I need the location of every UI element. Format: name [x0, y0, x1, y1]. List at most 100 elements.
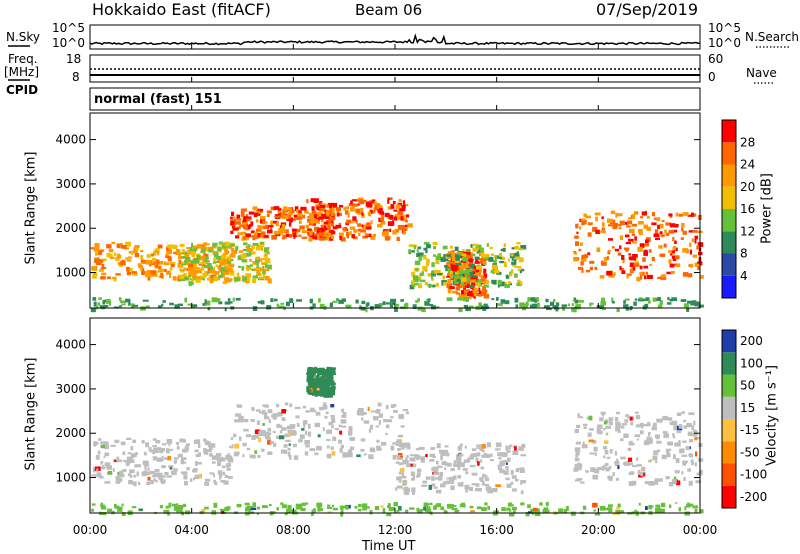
echo-cell: [221, 259, 227, 263]
echo-cell: [401, 225, 406, 228]
echo-cell: [348, 203, 354, 207]
echo-cell: [498, 252, 503, 257]
echo-cell: [447, 260, 450, 263]
echo-cell: [489, 246, 493, 250]
echo-cell: [642, 305, 647, 310]
echo-cell: [385, 302, 392, 305]
echo-cell: [314, 227, 320, 231]
echo-cell: [375, 425, 380, 428]
echo-cell: [158, 477, 162, 480]
echo-cell: [236, 504, 242, 508]
echo-cell: [242, 248, 248, 252]
noise-sky-line: [89, 33, 700, 46]
echo-cell: [277, 413, 282, 417]
echo-cell: [699, 509, 704, 514]
echo-cell: [694, 508, 698, 514]
echo-cell: [510, 481, 514, 485]
echo-cell: [503, 243, 506, 247]
echo-cell: [452, 264, 458, 269]
echo-cell: [435, 282, 439, 287]
echo-cell: [623, 300, 626, 304]
echo-cell: [499, 469, 506, 474]
echo-cell: [450, 485, 455, 491]
echo-cell: [244, 512, 250, 516]
echo-cell: [110, 256, 115, 259]
echo-cell: [641, 298, 646, 302]
echo-cell: [223, 271, 230, 275]
echo-cell: [260, 216, 266, 220]
echo-cell: [603, 464, 606, 470]
echo-cell: [399, 476, 403, 479]
echo-cell: [484, 262, 487, 265]
echo-cell: [484, 502, 488, 506]
nsky-label: N.Sky: [6, 30, 41, 44]
echo-cell: [474, 487, 480, 492]
echo-cell: [100, 260, 104, 263]
echo-cell: [436, 503, 441, 508]
echo-cell: [390, 445, 395, 451]
echo-cell: [447, 264, 451, 269]
echo-cell: [646, 226, 651, 231]
echo-cell: [457, 279, 461, 284]
echo-cell: [201, 246, 207, 250]
echo-cell: [276, 507, 279, 511]
echo-cell: [402, 227, 408, 231]
echo-cell: [386, 512, 392, 517]
echo-cell: [623, 433, 629, 438]
echo-cell: [474, 261, 480, 264]
echo-cell: [643, 243, 649, 247]
echo-cell: [476, 265, 482, 270]
echo-cell: [238, 415, 244, 421]
echo-cell: [509, 444, 513, 447]
echo-cell: [458, 461, 462, 466]
echo-cell: [404, 203, 409, 207]
echo-cell: [628, 472, 634, 475]
echo-cell: [93, 301, 97, 307]
echo-cell: [268, 419, 271, 424]
echo-cell: [507, 281, 512, 284]
echo-cell: [328, 219, 332, 223]
echo-cell: [263, 235, 269, 238]
echo-cell: [275, 222, 279, 227]
echo-cell: [263, 431, 269, 437]
echo-cell: [680, 448, 685, 454]
echo-cell: [185, 268, 191, 271]
echo-cell: [477, 268, 483, 273]
nave-tick-top: 60: [708, 52, 724, 66]
echo-cell: [608, 421, 613, 426]
echo-cell: [367, 406, 370, 411]
echo-cell: [382, 231, 387, 236]
echo-cell: [431, 467, 434, 471]
echo-cell: [194, 270, 200, 274]
echo-cell: [581, 444, 588, 449]
echo-cell: [661, 220, 665, 223]
echo-cell: [592, 502, 598, 508]
echo-cell: [219, 261, 222, 266]
echo-cell: [260, 247, 264, 251]
echo-cell: [152, 438, 157, 441]
echo-cell: [307, 390, 314, 395]
echo-cell: [181, 252, 188, 255]
echo-cell: [505, 276, 510, 279]
echo-cell: [173, 251, 178, 255]
echo-cell: [315, 411, 321, 416]
echo-cell: [682, 460, 687, 465]
echo-cell: [387, 505, 390, 508]
station-title: Hokkaido East (fitACF): [92, 0, 271, 19]
echo-cell: [589, 452, 595, 455]
echo-cell: [380, 505, 384, 508]
echo-cell: [511, 506, 517, 510]
echo-cell: [481, 480, 485, 486]
echo-cell: [424, 282, 428, 286]
echo-cell: [576, 424, 581, 428]
echo-cell: [97, 475, 103, 478]
echo-cell: [457, 275, 464, 279]
echo-cell: [411, 284, 416, 288]
echo-cell: [480, 479, 484, 482]
echo-cell: [361, 224, 368, 227]
echo-cell: [555, 302, 560, 306]
echo-cell: [167, 455, 172, 461]
echo-cell: [155, 457, 160, 461]
echo-cell: [219, 243, 223, 246]
echo-cell: [631, 223, 637, 227]
